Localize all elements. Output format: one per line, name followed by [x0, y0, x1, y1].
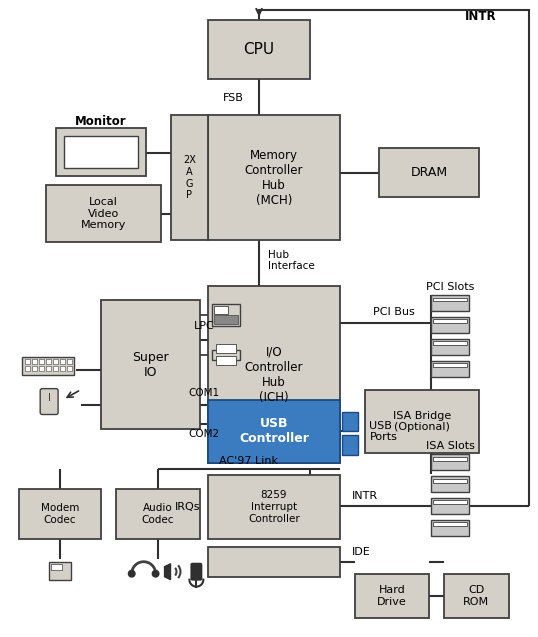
Text: Monitor: Monitor	[80, 147, 122, 157]
Bar	[67, 366, 72, 371]
Bar	[342, 436, 358, 455]
Text: Monitor: Monitor	[75, 115, 126, 127]
Bar	[433, 501, 467, 505]
Bar	[433, 522, 467, 526]
Bar	[208, 115, 339, 240]
Text: Super
IO: Super IO	[132, 351, 169, 379]
Bar	[433, 319, 467, 324]
Text: Memory
Controller
Hub
(MCH): Memory Controller Hub (MCH)	[245, 148, 303, 207]
Bar	[22, 357, 74, 375]
FancyBboxPatch shape	[190, 562, 202, 581]
Bar	[208, 20, 310, 79]
Bar	[67, 359, 72, 364]
Bar	[431, 317, 469, 333]
Bar	[213, 304, 240, 326]
Polygon shape	[165, 564, 171, 580]
Bar	[431, 361, 469, 376]
Bar	[365, 390, 479, 454]
Bar	[214, 306, 228, 314]
Bar	[433, 478, 467, 483]
Bar	[431, 454, 469, 470]
Text: INTR: INTR	[351, 491, 378, 501]
Text: AC'97 Link: AC'97 Link	[218, 456, 278, 466]
Bar	[216, 356, 236, 364]
Bar	[208, 547, 339, 576]
Bar	[48, 392, 49, 401]
Text: Audio
Codec: Audio Codec	[142, 503, 174, 525]
Text: LPC: LPC	[194, 321, 215, 331]
Text: IDE: IDE	[351, 547, 370, 557]
Text: Hub
Interface: Hub Interface	[268, 250, 315, 271]
Bar	[213, 350, 240, 361]
Text: Local
Video
Memory: Local Video Memory	[81, 197, 126, 230]
Bar	[342, 412, 358, 431]
Bar	[355, 574, 429, 619]
Bar	[433, 457, 467, 461]
Bar	[379, 148, 479, 197]
Circle shape	[128, 569, 136, 578]
Text: USB
Ports: USB Ports	[370, 420, 398, 442]
Text: INTR: INTR	[465, 10, 497, 23]
Bar	[433, 341, 467, 345]
Bar	[64, 136, 138, 168]
Bar	[208, 475, 339, 539]
Bar	[433, 363, 467, 367]
Text: ISA Bridge
(Optional): ISA Bridge (Optional)	[393, 411, 451, 433]
Bar	[208, 399, 339, 463]
Bar	[49, 562, 71, 580]
Text: I/O
Controller
Hub
(ICH): I/O Controller Hub (ICH)	[245, 346, 303, 404]
Bar	[46, 359, 51, 364]
Text: Modem
Codec: Modem Codec	[41, 503, 79, 525]
Text: ISA Slots: ISA Slots	[426, 441, 475, 452]
Bar	[56, 128, 146, 176]
Bar	[51, 564, 62, 570]
Bar	[116, 489, 200, 539]
Bar	[39, 359, 44, 364]
Circle shape	[152, 569, 160, 578]
Bar	[431, 520, 469, 536]
Text: 8259
Interrupt
Controller: 8259 Interrupt Controller	[248, 490, 300, 524]
Text: USB
Controller: USB Controller	[239, 417, 309, 445]
Bar	[216, 344, 236, 353]
FancyBboxPatch shape	[40, 389, 58, 415]
Text: CD
ROM: CD ROM	[463, 585, 490, 607]
Bar	[46, 185, 160, 243]
Bar	[101, 300, 200, 429]
Text: 2X
A
G
P: 2X A G P	[183, 155, 196, 200]
Bar	[19, 489, 101, 539]
Text: IRQs: IRQs	[175, 502, 200, 512]
Bar	[60, 359, 65, 364]
Bar	[214, 315, 238, 324]
Bar	[444, 574, 509, 619]
Bar	[53, 366, 58, 371]
Bar	[431, 295, 469, 311]
Text: FSB: FSB	[223, 93, 244, 103]
Text: DRAM: DRAM	[410, 166, 448, 179]
Bar	[433, 297, 467, 301]
Bar	[431, 476, 469, 492]
Bar	[46, 366, 51, 371]
Bar	[171, 115, 208, 240]
Text: PCI Slots: PCI Slots	[426, 282, 475, 292]
Text: COM2: COM2	[189, 429, 220, 440]
Bar	[431, 339, 469, 355]
Text: CPU: CPU	[244, 42, 274, 57]
Bar	[25, 359, 30, 364]
Text: Hard
Drive: Hard Drive	[377, 585, 407, 607]
Text: PCI Bus: PCI Bus	[373, 307, 415, 317]
Bar	[32, 359, 37, 364]
Bar	[60, 366, 65, 371]
Bar	[53, 359, 58, 364]
Bar	[208, 286, 339, 463]
Bar	[25, 366, 30, 371]
Bar	[39, 366, 44, 371]
Text: COM1: COM1	[189, 388, 220, 397]
Bar	[32, 366, 37, 371]
Bar	[431, 498, 469, 514]
